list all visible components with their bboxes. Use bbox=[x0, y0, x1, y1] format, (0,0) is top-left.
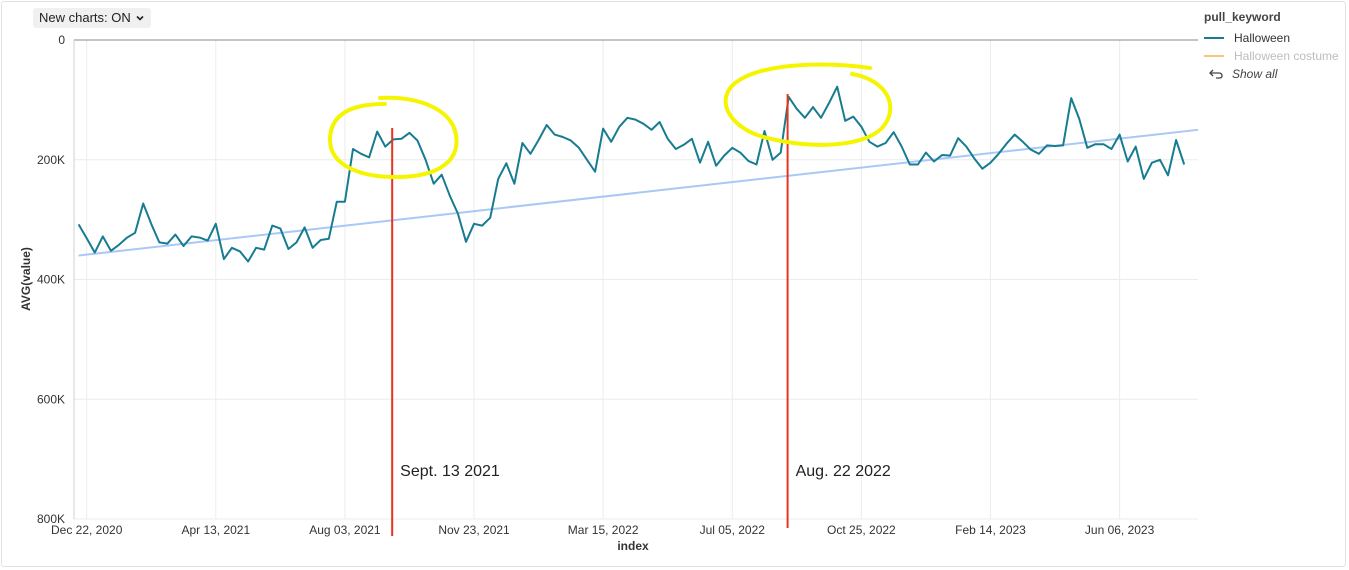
x-tick-label: Feb 14, 2023 bbox=[955, 523, 1026, 537]
x-tick-label: Jul 05, 2022 bbox=[700, 523, 766, 537]
x-tick-label: Jun 06, 2023 bbox=[1085, 523, 1155, 537]
legend-title: pull_keyword bbox=[1204, 10, 1281, 24]
show-all-label: Show all bbox=[1232, 67, 1278, 81]
trendline bbox=[78, 128, 1199, 257]
x-tick-label: Oct 25, 2022 bbox=[827, 523, 896, 537]
legend-item-halloween[interactable]: Halloween bbox=[1204, 29, 1349, 47]
x-tick-label: Nov 23, 2021 bbox=[438, 523, 510, 537]
legend: pull_keyword Halloween Halloween costume… bbox=[1204, 10, 1349, 81]
annotation-label: Aug. 22 2022 bbox=[796, 463, 891, 480]
legend-swatch bbox=[1204, 37, 1224, 39]
show-all-button[interactable]: Show all bbox=[1204, 67, 1349, 81]
x-tick-label: Aug 03, 2021 bbox=[309, 523, 381, 537]
highlight-circle bbox=[327, 95, 459, 180]
y-tick-label: 400K bbox=[37, 273, 65, 287]
y-tick-label: 0 bbox=[58, 33, 65, 47]
legend-item-halloween-costume[interactable]: Halloween costume bbox=[1204, 47, 1349, 65]
highlight-circle bbox=[723, 62, 893, 147]
y-axis-ticks: 0 200K 400K 600K 800K bbox=[37, 33, 65, 526]
y-tick-label: 200K bbox=[37, 153, 65, 167]
x-axis-title: index bbox=[617, 539, 649, 553]
x-axis-ticks: Dec 22, 2020 Apr 13, 2021 Aug 03, 2021 Nov … bbox=[51, 523, 1155, 537]
undo-arrow-icon bbox=[1209, 69, 1223, 79]
x-tick-label: Dec 22, 2020 bbox=[51, 523, 123, 537]
legend-swatch bbox=[1204, 55, 1224, 57]
legend-item-label: Halloween costume bbox=[1234, 49, 1339, 63]
chevron-down-icon bbox=[136, 15, 144, 21]
y-tick-label: 600K bbox=[37, 392, 65, 406]
new-charts-toggle-label: New charts: ON bbox=[39, 10, 131, 25]
y-tick-label: 800K bbox=[37, 512, 65, 526]
annotation-label: Sept. 13 2021 bbox=[400, 463, 500, 480]
legend-item-label: Halloween bbox=[1234, 31, 1291, 45]
annotation-layer: Sept. 13 2021 Aug. 22 2022 bbox=[327, 62, 893, 536]
x-tick-label: Mar 15, 2022 bbox=[568, 523, 639, 537]
new-charts-toggle[interactable]: New charts: ON bbox=[33, 8, 151, 28]
series-line-halloween bbox=[77, 85, 1186, 263]
x-tick-label: Apr 13, 2021 bbox=[181, 523, 250, 537]
series-layer bbox=[77, 85, 1199, 263]
y-gridlines bbox=[74, 39, 1198, 520]
y-axis-title: AVG(value) bbox=[19, 247, 33, 311]
